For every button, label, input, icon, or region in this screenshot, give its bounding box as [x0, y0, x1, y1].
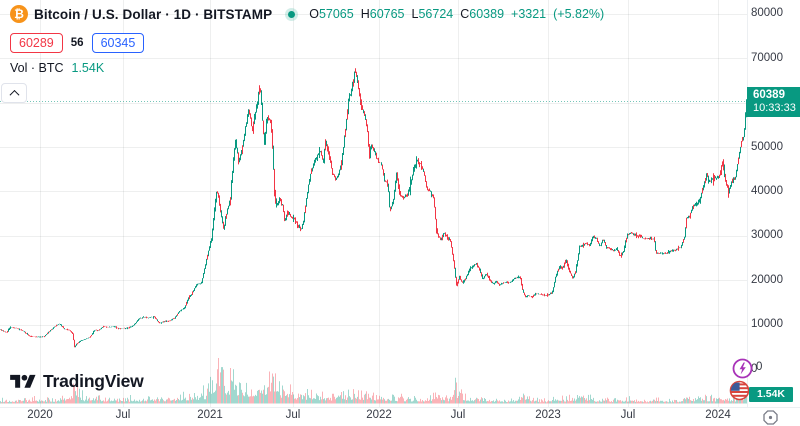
last-price-value: 60389 [753, 88, 785, 101]
spread-value: 56 [70, 37, 84, 49]
timezone-settings-icon[interactable] [763, 410, 778, 426]
high-label: H [360, 7, 370, 21]
market-status-dot-icon[interactable] [288, 10, 296, 18]
axis-separators [0, 0, 800, 408]
bitcoin-logo-icon: ₿ [10, 5, 28, 23]
us-flag-event-icon[interactable] [729, 380, 750, 406]
time-axis-label: 2023 [535, 409, 561, 421]
chevron-up-icon [9, 89, 19, 100]
candles-down [1, 68, 743, 348]
close-label: C [460, 7, 470, 21]
tradingview-logo-text: TradingView [43, 371, 144, 391]
candles-up [0, 71, 747, 348]
time-axis-label: 2021 [197, 409, 223, 421]
high-value: 60765 [369, 7, 405, 21]
symbol-title[interactable]: Bitcoin / U.S. Dollar · 1D · BITSTAMP [34, 6, 273, 22]
price-axis-label: 40000 [751, 184, 783, 197]
legend-symbol-row: ₿ Bitcoin / U.S. Dollar · 1D · BITSTAMP … [10, 4, 604, 24]
low-label: L [411, 7, 419, 21]
time-axis-label: Jul [620, 409, 636, 421]
bid-price-button[interactable]: 60289 [10, 33, 63, 53]
price-axis-label: 10000 [751, 318, 783, 331]
ohlc-values: O57065 H60765 L56724 C60389 +3321 (+5.82… [309, 7, 604, 21]
event-count-label: 0 [756, 361, 763, 373]
time-axis-label: Jul [285, 409, 301, 421]
volume-bars-up [0, 367, 747, 404]
close-value: 60389 [469, 7, 505, 21]
chart-legend: ₿ Bitcoin / U.S. Dollar · 1D · BITSTAMP … [10, 4, 604, 76]
price-axis-label: 80000 [751, 7, 783, 20]
low-value: 56724 [418, 7, 454, 21]
change-percent: (+5.82%) [553, 7, 605, 21]
time-axis-label: 2020 [27, 409, 53, 421]
ask-price-button[interactable]: 60345 [91, 33, 145, 53]
volume-indicator-label: Vol · BTC [10, 61, 64, 75]
volume-legend-row: Vol · BTC 1.54K [10, 60, 604, 76]
change-value: +3321 [511, 7, 547, 21]
open-value: 57065 [318, 7, 354, 21]
bid-ask-row: 60289 56 60345 [10, 32, 604, 54]
open-label: O [309, 7, 319, 21]
tradingview-mark-icon [10, 374, 36, 388]
price-axis-label: 0 [751, 362, 758, 375]
time-axis-label: Jul [115, 409, 131, 421]
last-price-badge[interactable]: 60389 10:33:33 [747, 86, 800, 117]
price-axis-label: 30000 [751, 229, 783, 242]
time-axis-label: 2022 [366, 409, 392, 421]
tradingview-logo-link[interactable]: TradingView [10, 371, 144, 392]
price-axis-label: 70000 [751, 51, 783, 64]
volume-value-badge: 1.54K [749, 387, 793, 402]
volume-bars-down [1, 358, 743, 404]
price-axis-label: 50000 [751, 140, 783, 153]
price-axis-label: 20000 [751, 273, 783, 286]
volume-indicator-value: 1.54K [71, 61, 105, 75]
legend-collapse-button[interactable] [1, 83, 27, 103]
time-axis-label: 2024 [705, 409, 731, 421]
time-axis-label: Jul [450, 409, 466, 421]
lightning-event-icon[interactable] [732, 358, 753, 384]
bar-countdown-timer: 10:33:33 [753, 101, 796, 114]
